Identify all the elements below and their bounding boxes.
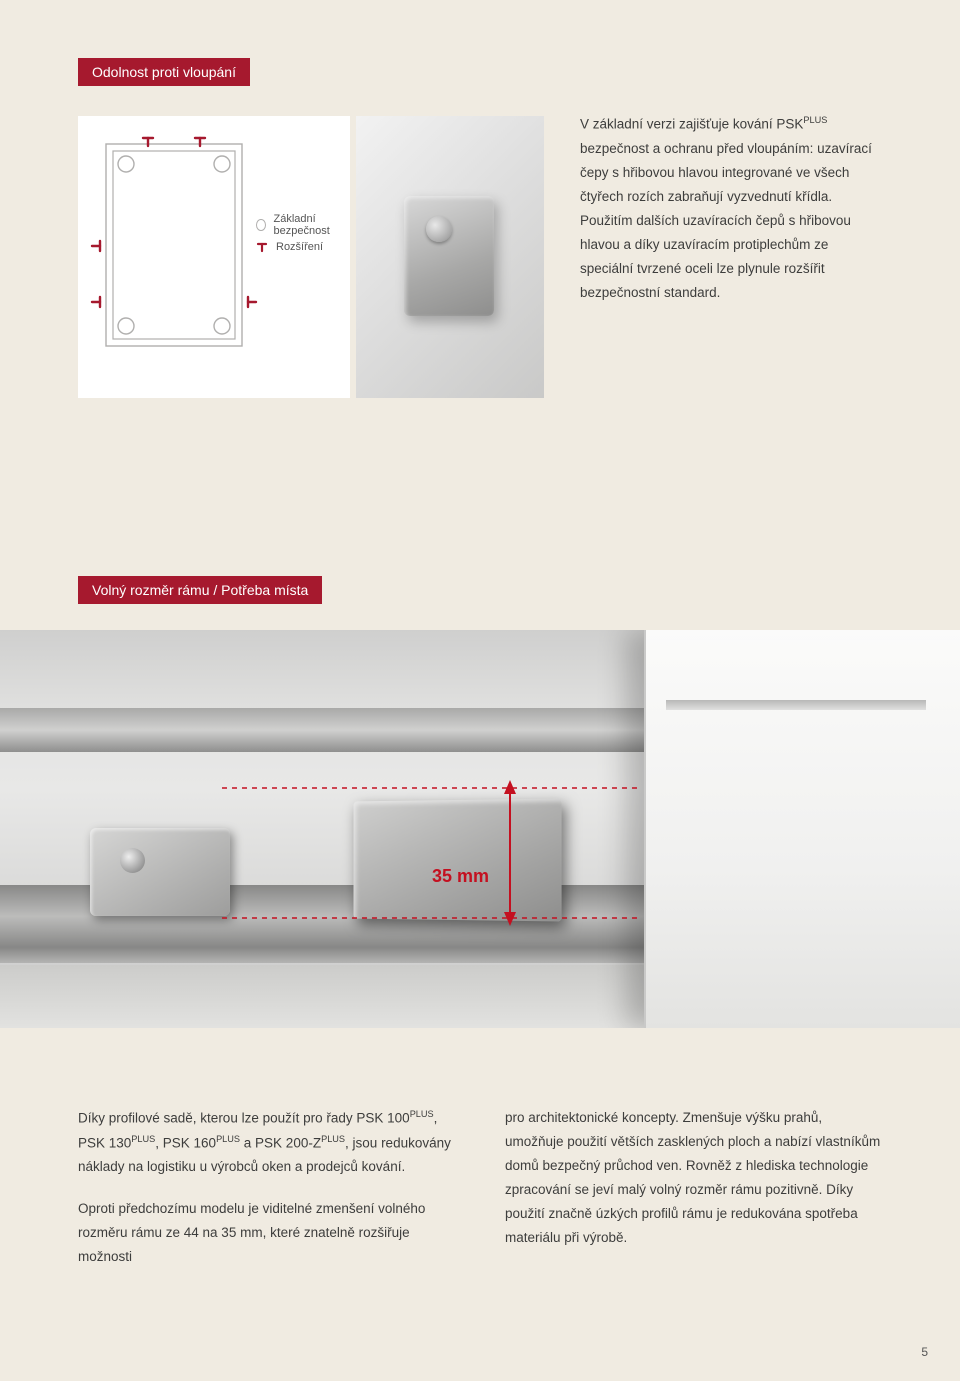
- section2-col-right: pro architektonické koncepty. Zmenšuje v…: [505, 1106, 882, 1287]
- section1-tag: Odolnost proti vloupání: [78, 58, 250, 86]
- s2-left-p2: Oproti předchozímu modelu je viditelné z…: [78, 1197, 455, 1269]
- legend-basic-label: Základní bezpečnost: [274, 213, 350, 237]
- t-marker-icon: [256, 241, 268, 253]
- section2-col-left: Díky profilové sadě, kterou lze použít p…: [78, 1106, 455, 1287]
- page-number: 5: [921, 1345, 928, 1359]
- roller-bracket-left: [90, 828, 230, 916]
- section2-columns: Díky profilové sadě, kterou lze použít p…: [78, 1106, 882, 1287]
- measurement-label: 35 mm: [432, 866, 489, 887]
- legend-extension-label: Rozšíření: [276, 241, 323, 253]
- section2-tag: Volný rozměr rámu / Potřeba místa: [78, 576, 322, 604]
- legend-basic: Základní bezpečnost: [256, 214, 350, 236]
- white-sash-right: [644, 630, 960, 1028]
- hardware-closeup-photo: [356, 116, 544, 398]
- section1-paragraph: V základní verzi zajišťuje kování PSKPLU…: [580, 112, 880, 305]
- track-wide-photo: [0, 630, 960, 1028]
- s2-right-p1: pro architektonické koncepty. Zmenšuje v…: [505, 1106, 882, 1250]
- roller-bracket-center: [353, 799, 561, 922]
- legend-extension: Rozšíření: [256, 236, 350, 258]
- s2-left-p1: Díky profilové sadě, kterou lze použít p…: [78, 1106, 455, 1179]
- security-diagram: Základní bezpečnost Rozšíření: [78, 116, 350, 398]
- diagram-legend: Základní bezpečnost Rozšíření: [256, 214, 350, 258]
- circle-icon: [256, 219, 266, 231]
